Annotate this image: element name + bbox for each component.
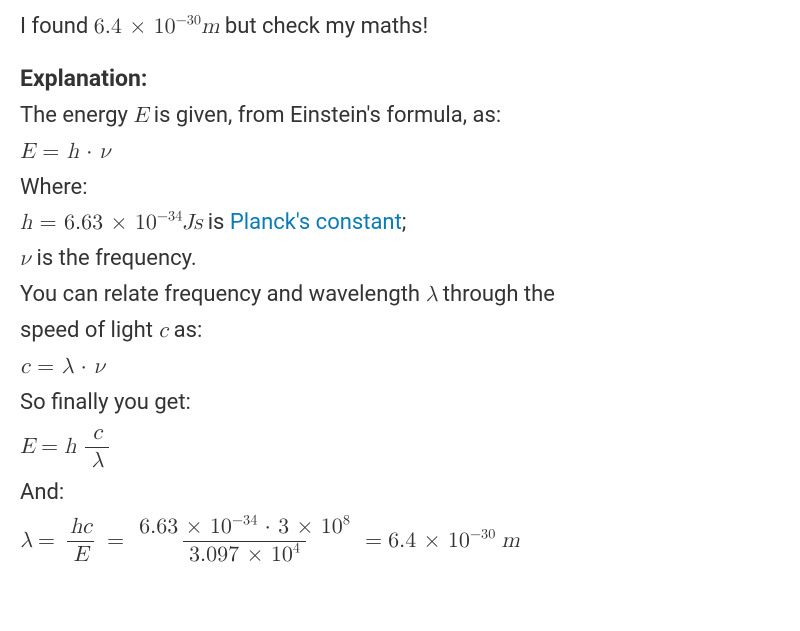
equation-lambda-result: λ = hc E = 6.63 × 10−34 · 3 × 108 3.097 … [20, 515, 780, 569]
planck-constant-link[interactable]: Planck's constant [230, 210, 402, 235]
intro-prefix: I found [20, 14, 94, 39]
equation-E-hnu: E = h · ν [20, 135, 780, 169]
explanation-heading: Explanation: [20, 62, 780, 97]
intro-line: I found 6.4 × 10−30m but check my maths! [20, 10, 780, 44]
and-label: And: [20, 476, 780, 509]
intro-suffix: but check my maths! [219, 14, 428, 39]
fraction-c-over-lambda: c λ [85, 421, 109, 475]
relate-line-1: You can relate frequency and wavelength … [20, 278, 780, 312]
fraction-numeric: 6.63 × 10−34 · 3 × 108 3.097 × 104 [133, 515, 356, 569]
frequency-line: ν is the frequency. [20, 242, 780, 276]
finally-label: So finally you get: [20, 386, 780, 419]
where-label: Where: [20, 171, 780, 204]
fraction-hc-over-E: hc E [64, 515, 98, 569]
line-energy-text: The energy E is given, from Einstein's f… [20, 99, 780, 133]
equation-E-hc-lambda: E = h c λ [20, 421, 780, 475]
planck-line: h = 6.63 × 10−34Js is Planck's constant; [20, 206, 780, 240]
intro-unit: m [201, 16, 219, 38]
equation-c-lambda-nu: c = λ · ν [20, 350, 780, 384]
relate-line-2: speed of light c as: [20, 314, 780, 348]
intro-result: 6.4 × 10−30 [94, 16, 201, 38]
